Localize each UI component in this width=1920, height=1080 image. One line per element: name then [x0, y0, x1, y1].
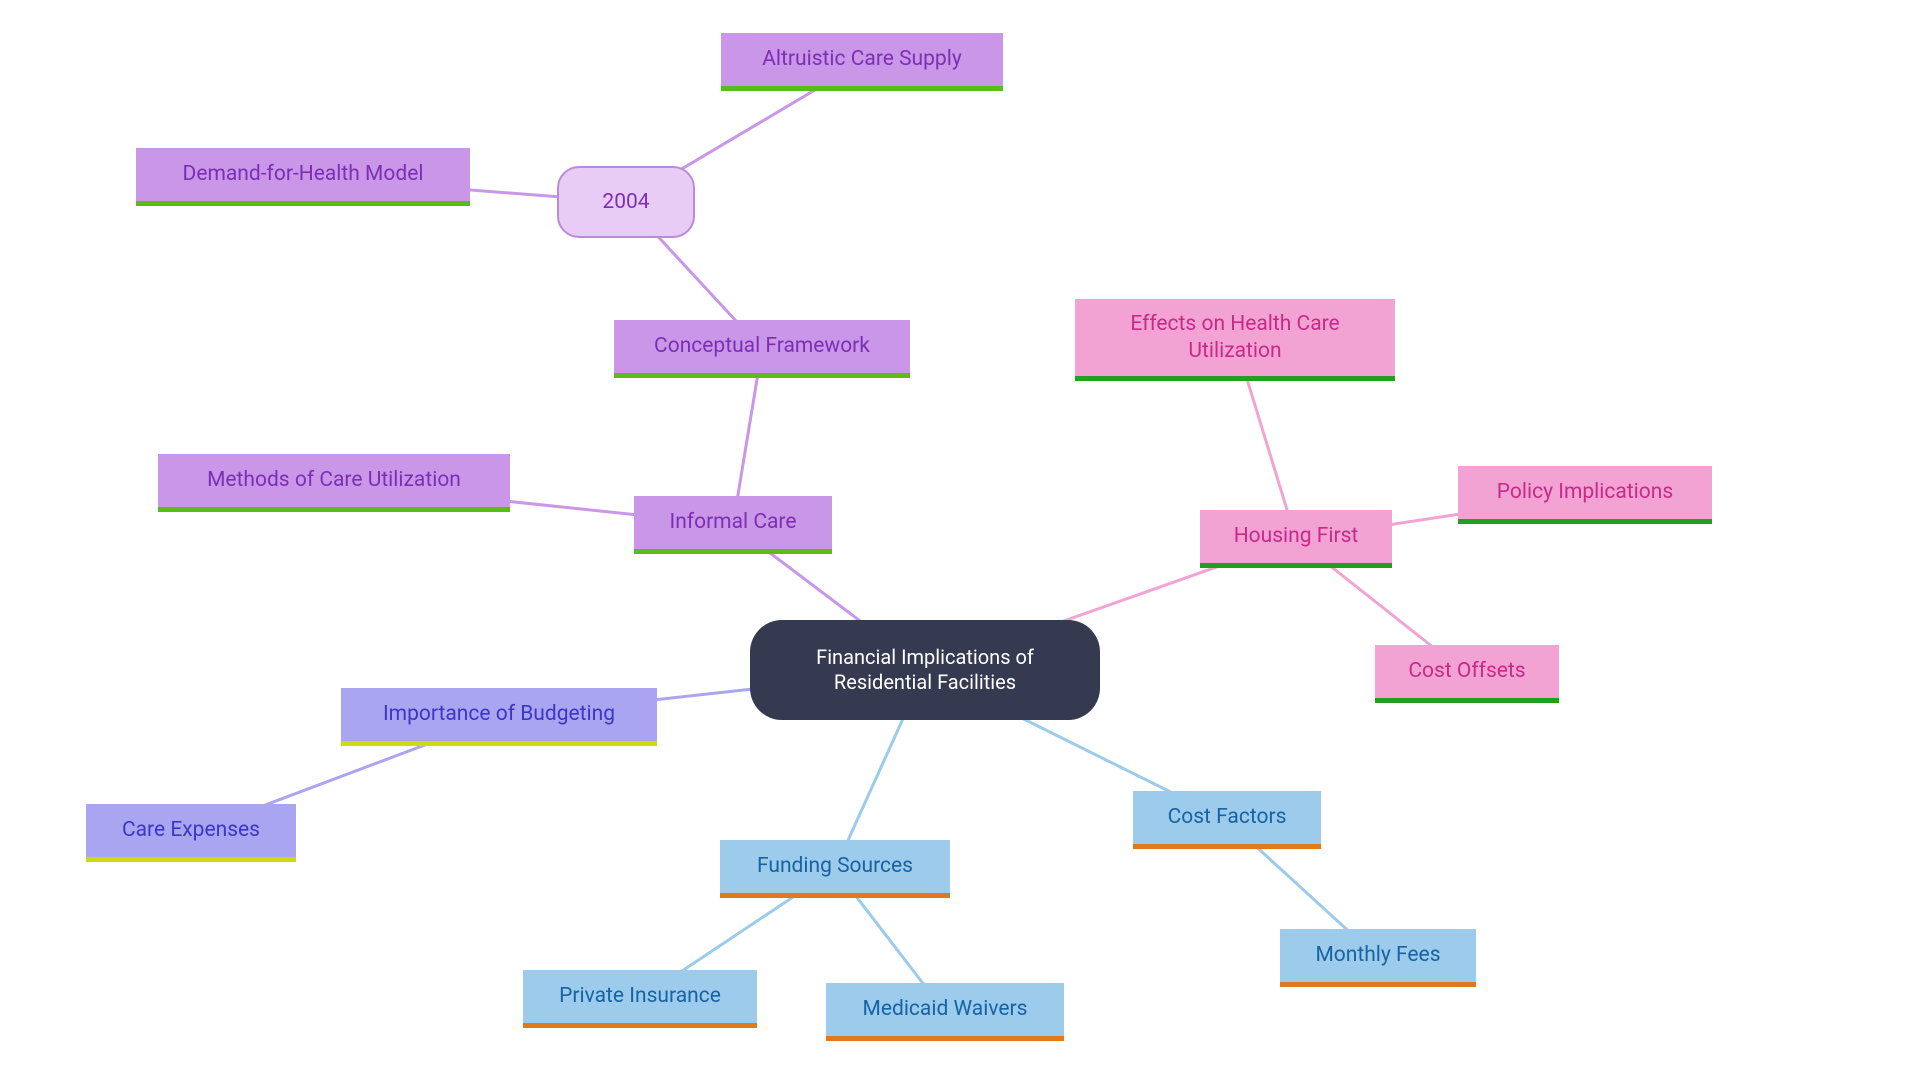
node-costf: Cost Factors [1133, 791, 1321, 849]
node-policy: Policy Implications [1458, 466, 1712, 524]
node-budget: Importance of Budgeting [341, 688, 657, 746]
node-methods: Methods of Care Utilization [158, 454, 510, 512]
node-framework: Conceptual Framework [614, 320, 910, 378]
node-offsets: Cost Offsets [1375, 645, 1559, 703]
node-housing: Housing First [1200, 510, 1392, 568]
node-2004: 2004 [557, 166, 695, 238]
node-careexp: Care Expenses [86, 804, 296, 862]
node-medicaid: Medicaid Waivers [826, 983, 1064, 1041]
node-funding: Funding Sources [720, 840, 950, 898]
node-effects: Effects on Health CareUtilization [1075, 299, 1395, 381]
node-monthly: Monthly Fees [1280, 929, 1476, 987]
node-privins: Private Insurance [523, 970, 757, 1028]
node-dfh: Demand-for-Health Model [136, 148, 470, 206]
node-altruistic: Altruistic Care Supply [721, 33, 1003, 91]
node-informal: Informal Care [634, 496, 832, 554]
mindmap-canvas: Financial Implications ofResidential Fac… [0, 0, 1920, 1080]
root-node: Financial Implications ofResidential Fac… [750, 620, 1100, 720]
